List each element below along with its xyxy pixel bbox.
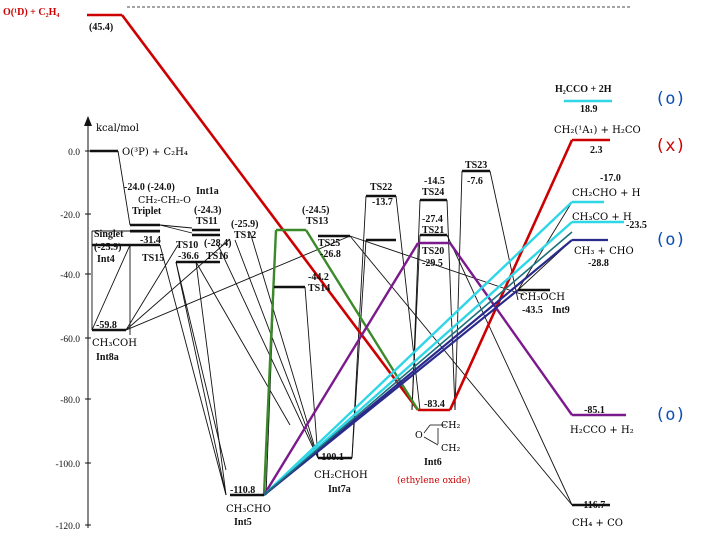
ts24-value: -14.5: [424, 176, 445, 187]
h2cco-h2-value: -85.1: [584, 405, 605, 416]
int8a-name: Int8a: [96, 352, 119, 363]
ethylene-oxide-structure: CH₂ O CH₂: [415, 420, 461, 454]
top-product-value: 18.9: [580, 104, 598, 115]
ch4-co-label: CH₄ + CO: [572, 518, 623, 529]
ts13-value: (-24.5): [302, 205, 330, 216]
ch3och-label: CH₃OCH: [520, 292, 565, 303]
axis-unit: kcal/mol: [96, 123, 139, 134]
ch2-h2co-label: CH₂(¹A₁) + H₂CO: [554, 125, 641, 136]
ch2cho-h-label: CH₂CHO + H: [572, 188, 641, 199]
ts23-name: TS23: [465, 160, 487, 171]
singlet-label: Singlet: [94, 229, 124, 240]
ts21-value: -27.4: [422, 214, 443, 225]
ethylene-oxide-label: (ethylene oxide): [397, 475, 471, 486]
ts10-name: TS10: [176, 240, 198, 251]
level-bars: [90, 149, 610, 507]
ts14-name: TS14: [308, 283, 330, 294]
ch3co-h-value: -23.5: [626, 220, 647, 231]
svg-text:O: O: [415, 430, 423, 441]
svg-text:CH₂: CH₂: [441, 420, 461, 431]
ts24-name: TS24: [422, 187, 444, 198]
marker-2: (x): [655, 136, 686, 156]
ts25-name: TS25: [318, 238, 340, 249]
red-path: [87, 13, 610, 412]
ts15-name: TS15: [142, 253, 164, 264]
marker-1: (o): [655, 89, 686, 109]
tick-label: -100.0: [55, 460, 80, 470]
ch2-h2co-value: 2.3: [590, 145, 603, 156]
tick-label: -60.0: [60, 335, 80, 345]
tick-label: 0.0: [68, 148, 80, 158]
int5-name: Int5: [234, 517, 252, 528]
ts11-name: TS11: [196, 216, 218, 227]
int6-name: Int6: [424, 457, 442, 468]
ts20-name: TS20: [422, 246, 444, 257]
ts16-name: TS16: [206, 251, 228, 262]
int6-value: -83.4: [424, 399, 445, 410]
black-paths: [91, 150, 573, 506]
tick-label: -40.0: [60, 271, 80, 281]
ts13-name: TS13: [306, 216, 328, 227]
blue-paths: [263, 238, 608, 496]
int1a-name: Int1a: [196, 186, 219, 197]
ts11-value: (-24.3): [194, 205, 222, 216]
ts12-value: (-25.9): [231, 219, 259, 230]
ts12-name: TS12: [234, 230, 256, 241]
ts10-value: -36.6: [178, 251, 199, 262]
ch4-co-value: -116.7: [580, 500, 605, 511]
ts22-value: -13.7: [372, 197, 393, 208]
int7a-value: -100.1: [318, 452, 344, 463]
reactant-value: (45.4): [89, 22, 113, 33]
int9-name: Int9: [552, 305, 570, 316]
ch3cho-label: CH₃CHO: [226, 504, 271, 515]
top-product-label: H₂CCO + 2H: [555, 84, 612, 95]
ch2cho-h-value: -17.0: [600, 173, 621, 184]
ts14-value: -44.2: [308, 272, 329, 283]
ch2ch2o-label: CH₂-CH₂-O: [138, 195, 191, 206]
tick-label: -120.0: [55, 522, 80, 532]
ts15-value: -31.4: [140, 235, 161, 246]
tick-label: -80.0: [60, 396, 80, 406]
ch3coh-label: CH₃COH: [92, 338, 137, 349]
ts21-name: TS21: [422, 225, 444, 236]
ts16-value: (-28.4): [204, 238, 232, 249]
marker-4: (o): [655, 405, 686, 425]
h2cco-h2-label: H₂CCO + H₂: [570, 425, 634, 436]
int4-name: Int4: [97, 254, 115, 265]
int9-value: -43.5: [522, 305, 543, 316]
int5-value: -110.8: [230, 485, 255, 496]
ch3-cho-value: -28.8: [588, 258, 609, 269]
y-tick-labels: 0.0 -20.0 -40.0 -60.0 -80.0 -100.0 -120.…: [55, 148, 91, 532]
purple-path: [262, 241, 626, 496]
int1a-value: -24.0 (-24.0): [124, 182, 175, 193]
int8a-value: -59.8: [96, 320, 117, 331]
ts25-value: -26.8: [320, 249, 341, 260]
ch2choh-label: CH₂CHOH: [314, 470, 368, 481]
int7a-name: Int7a: [328, 484, 351, 495]
o3p-label: O(³P) + C₂H₄: [122, 147, 188, 158]
ts22-name: TS22: [370, 182, 392, 193]
triplet-label: Triplet: [132, 206, 162, 217]
int4-value: (-25.9): [94, 242, 122, 253]
cyan-paths: [263, 99, 624, 496]
ts23-value: -7.6: [467, 176, 483, 187]
ts20-value: -29.5: [422, 258, 443, 269]
reactant-label: O(¹D) + C₂H₄: [3, 7, 59, 18]
svg-text:CH₂: CH₂: [441, 443, 461, 454]
marker-3: (o): [655, 230, 686, 250]
ch3co-h-label: CH₃CO + H: [572, 212, 632, 223]
ch3-cho-label: CH₃ + CHO: [574, 246, 634, 257]
tick-label: -20.0: [60, 211, 80, 221]
